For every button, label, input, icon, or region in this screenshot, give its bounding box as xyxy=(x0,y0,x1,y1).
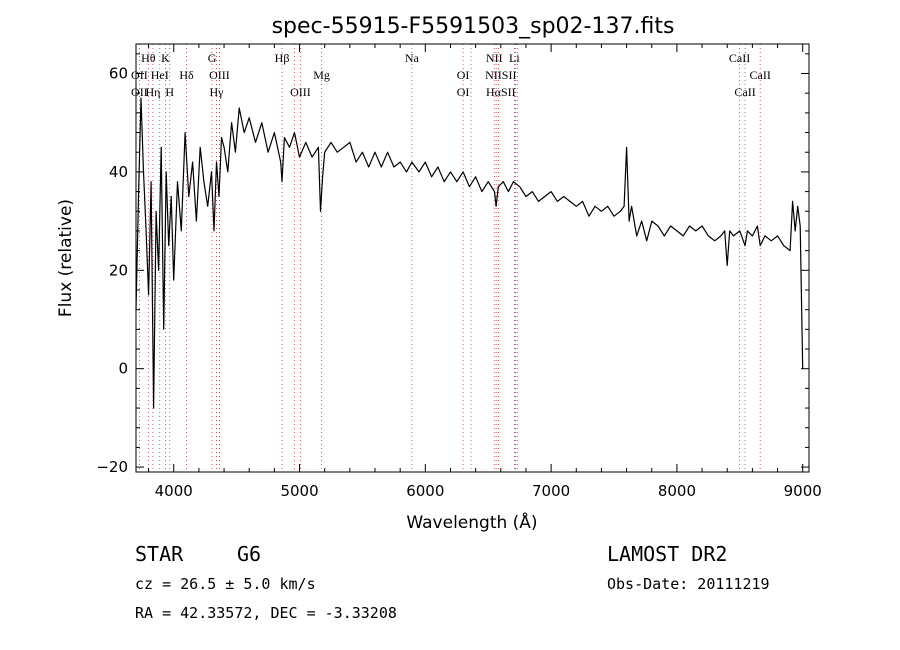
x-tick-label: 5000 xyxy=(280,482,318,500)
spectral-line-label: NIISII xyxy=(485,68,516,82)
x-tick-label: 6000 xyxy=(406,482,444,500)
spectral-line-label: Na xyxy=(405,51,420,65)
spectral-line-label: Mg xyxy=(313,68,330,82)
y-tick-label: −20 xyxy=(96,458,128,476)
chart-title: spec-55915-F5591503_sp02-137.fits xyxy=(272,14,675,39)
y-tick-label: 20 xyxy=(109,261,128,279)
spectral-line-label: OI xyxy=(457,85,470,99)
y-axis-label: Flux (relative) xyxy=(56,199,76,317)
y-tick-label: 60 xyxy=(109,65,128,83)
spectral-line-label: H xyxy=(165,85,174,99)
object-class: STAR xyxy=(135,542,184,566)
spectral-line-label: Hγ xyxy=(210,85,225,99)
survey-name: LAMOST DR2 xyxy=(607,542,728,566)
axis-ticks: 4000 5000 6000 7000 8000 9000 −20 0 20 40 60 xyxy=(96,44,822,500)
y-tick-label: 40 xyxy=(109,163,128,181)
coordinates: RA = 42.33572, DEC = -3.33208 xyxy=(135,604,397,622)
spectrum-line xyxy=(135,97,804,409)
spectral-line-label: OII xyxy=(131,85,148,99)
spectral-line-label: Hθ xyxy=(141,51,156,65)
x-tick-label: 7000 xyxy=(532,482,570,500)
spectral-line-label: HeI xyxy=(151,68,169,82)
spectral-subclass: G6 xyxy=(237,542,262,566)
spectral-line-label: CaII xyxy=(750,68,771,82)
plot-frame xyxy=(135,43,810,473)
spectral-line-label: OIII xyxy=(209,68,230,82)
spectral-line-label: CaII xyxy=(734,85,755,99)
spectral-line-label: OI xyxy=(457,68,470,82)
spectral-line-label: Hδ xyxy=(179,68,194,82)
x-tick-label: 8000 xyxy=(658,482,696,500)
x-tick-label: 4000 xyxy=(155,482,193,500)
y-tick-label: 0 xyxy=(118,360,128,378)
observation-date: Obs-Date: 20111219 xyxy=(607,575,770,593)
spectral-line-label: G xyxy=(208,51,217,65)
x-axis-label: Wavelength (Å) xyxy=(406,511,537,533)
spectral-line-label: OII xyxy=(131,68,148,82)
spectral-line-label: NII xyxy=(486,51,503,65)
series-layer xyxy=(135,97,804,409)
spectral-line-label: OIII xyxy=(290,85,311,99)
redshift-velocity: cz = 26.5 ± 5.0 km/s xyxy=(135,575,316,593)
spectral-line-label: Hβ xyxy=(275,51,290,65)
spectral-line-label: CaII xyxy=(729,51,750,65)
line-markers xyxy=(138,44,761,472)
spectral-line-label: HαSII xyxy=(486,85,516,99)
spectral-line-label: Hη xyxy=(146,85,161,99)
x-tick-label: 9000 xyxy=(784,482,822,500)
spectral-line-label: K xyxy=(161,51,170,65)
spectral-line-label: Li xyxy=(509,51,520,65)
